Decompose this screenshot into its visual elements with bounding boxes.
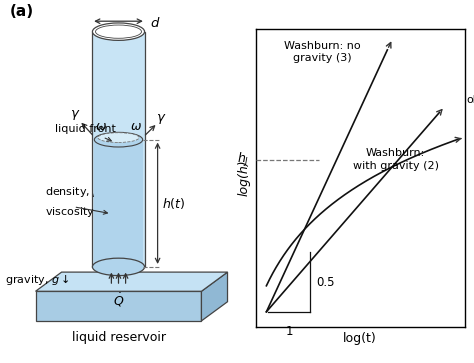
Polygon shape: [36, 272, 228, 291]
Ellipse shape: [94, 132, 143, 147]
Text: $\dot{Q}$: $\dot{Q}$: [113, 291, 124, 309]
Text: Washburn: no
gravity (3): Washburn: no gravity (3): [284, 41, 361, 64]
Text: 0.5: 0.5: [317, 276, 335, 289]
Text: $\omega$: $\omega$: [95, 120, 108, 133]
Ellipse shape: [96, 25, 142, 38]
Text: density, $\rho$: density, $\rho$: [45, 184, 102, 199]
Bar: [92, 21, 145, 32]
Text: $h(t)$: $h(t)$: [162, 196, 185, 211]
Text: 1: 1: [285, 325, 293, 338]
Text: viscosity, $\eta$: viscosity, $\eta$: [45, 205, 109, 220]
Text: liquid reservoir: liquid reservoir: [72, 331, 165, 344]
Bar: [92, 32, 145, 267]
Text: $h_J$: $h_J$: [237, 151, 250, 169]
Ellipse shape: [92, 258, 145, 276]
Polygon shape: [201, 272, 228, 321]
Text: obser: obser: [466, 95, 474, 106]
Text: $d$: $d$: [150, 16, 160, 30]
Text: $\omega$: $\omega$: [130, 120, 142, 133]
Text: $\gamma$: $\gamma$: [156, 113, 167, 126]
Text: (a): (a): [9, 4, 34, 19]
Ellipse shape: [98, 133, 139, 142]
Text: liquid front: liquid front: [55, 124, 115, 141]
X-axis label: log(t): log(t): [343, 332, 377, 345]
Text: gravity, $g\downarrow$: gravity, $g\downarrow$: [5, 272, 69, 286]
Y-axis label: log(h): log(h): [237, 160, 250, 196]
Text: $\gamma$: $\gamma$: [70, 107, 81, 122]
Text: Washburn:
with gravity (2): Washburn: with gravity (2): [353, 148, 439, 171]
Bar: [94, 140, 143, 267]
Ellipse shape: [92, 23, 145, 40]
Polygon shape: [36, 291, 201, 321]
